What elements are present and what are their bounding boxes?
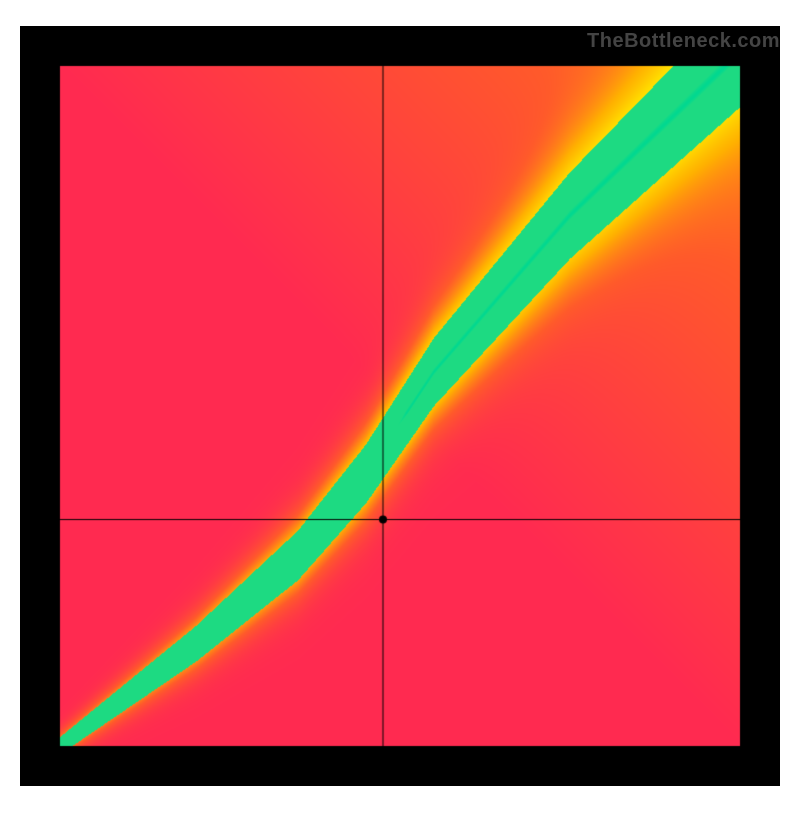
bottleneck-heatmap xyxy=(20,26,780,786)
attribution-text: TheBottleneck.com xyxy=(587,30,780,53)
